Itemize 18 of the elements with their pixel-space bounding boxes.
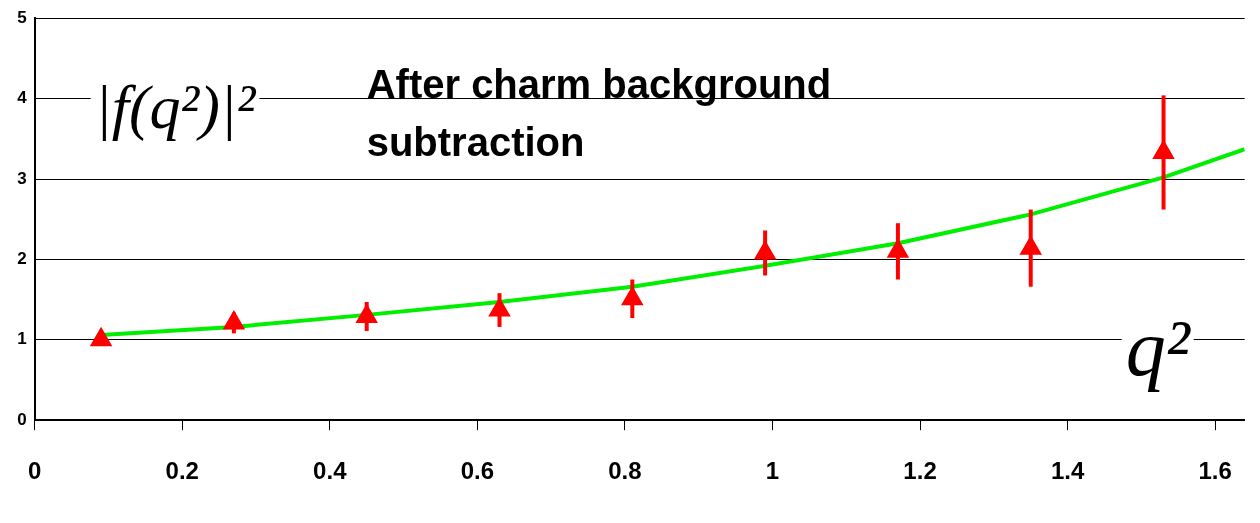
x-tick-label: 1.4 xyxy=(1050,457,1085,485)
y-tick-label: 0 xyxy=(17,409,27,429)
y-tick-label: 3 xyxy=(17,168,27,188)
annotation: After charm background subtraction xyxy=(366,62,832,165)
x-tick-label: 1.6 xyxy=(1198,457,1232,485)
x-tick-label: 1.2 xyxy=(903,457,937,485)
annotation: q² xyxy=(1125,304,1192,393)
x-tick-label: 0.8 xyxy=(608,457,642,485)
y-tick-label: 4 xyxy=(17,88,28,108)
x-tick-label: 1 xyxy=(765,457,780,485)
y-tick-label: 5 xyxy=(17,7,27,27)
y-tick-label: 1 xyxy=(17,329,27,349)
point xyxy=(90,326,113,347)
x-tick-label: 0.4 xyxy=(313,457,348,485)
y-tick-label: 2 xyxy=(17,249,27,269)
x-tick-label: 0.6 xyxy=(460,457,495,485)
annotation: |f(q²)|² xyxy=(94,73,257,143)
x-tick-label: 0.2 xyxy=(165,457,199,485)
